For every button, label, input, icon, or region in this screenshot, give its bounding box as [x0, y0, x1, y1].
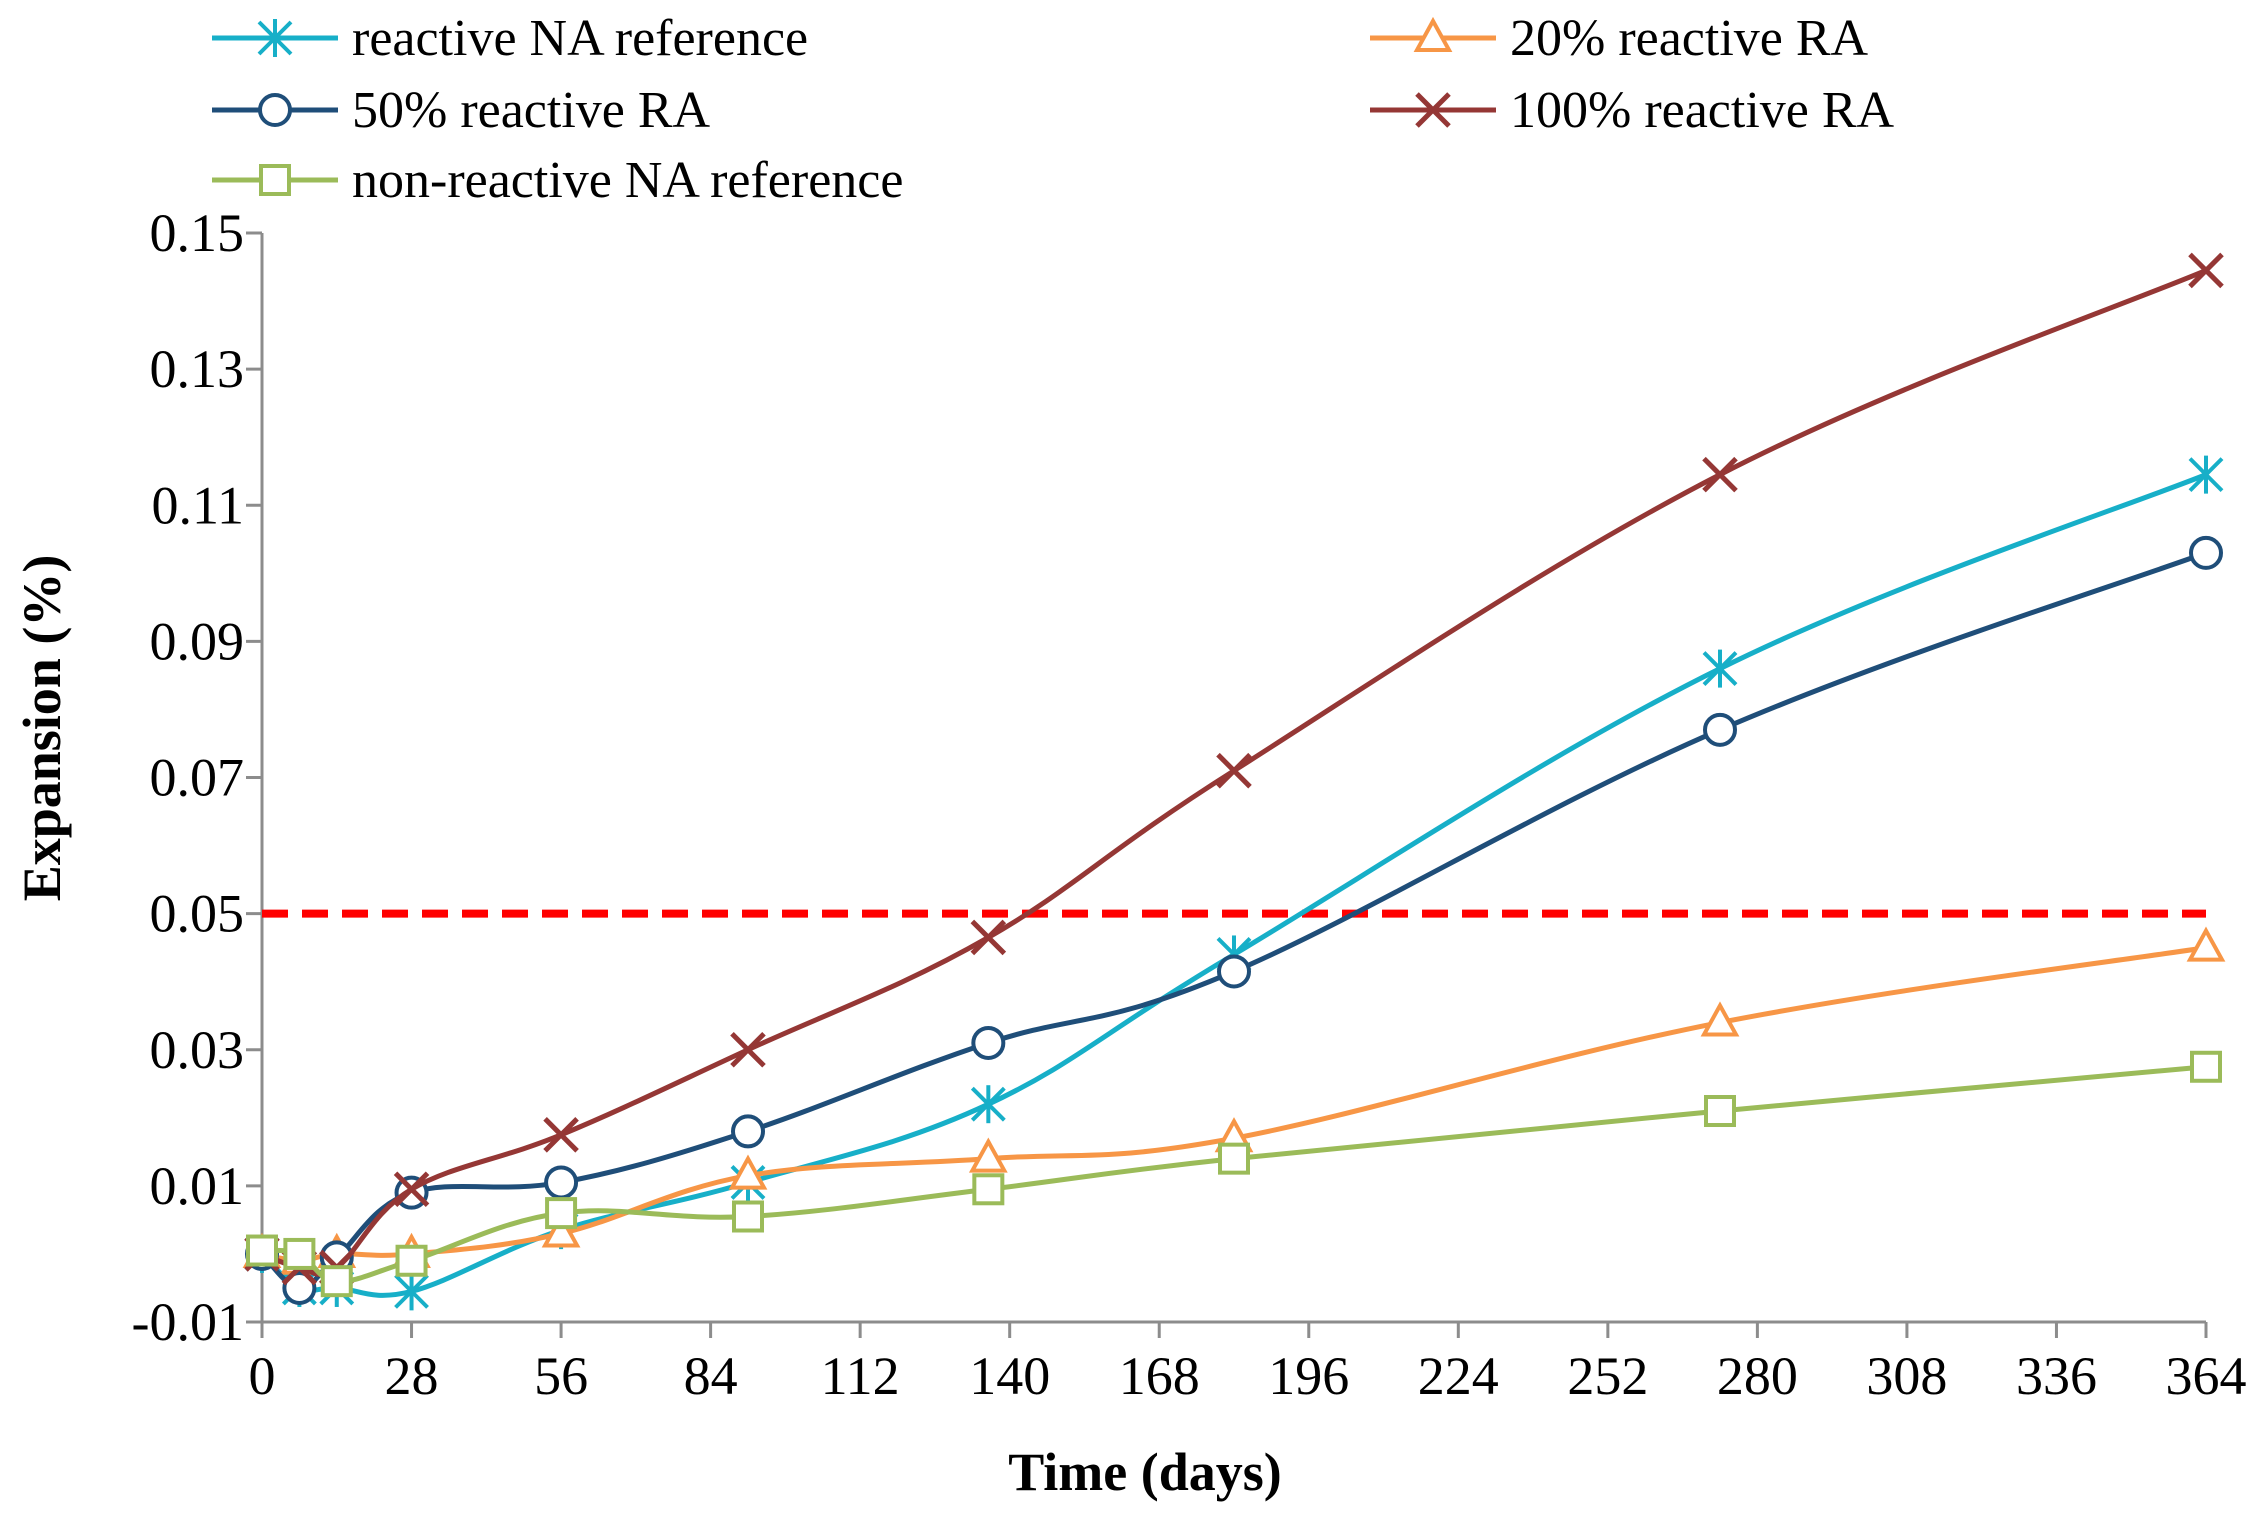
legend-label: non-reactive NA reference — [352, 152, 903, 209]
legend-item: 20% reactive RA — [1370, 10, 1869, 67]
data-point — [2188, 252, 2224, 289]
legend-label: 100% reactive RA — [1510, 82, 1895, 139]
data-point — [1702, 456, 1738, 493]
data-point — [282, 1270, 317, 1305]
data-point — [545, 1197, 578, 1230]
series-5 — [246, 1050, 2222, 1298]
data-point — [971, 1025, 1006, 1060]
data-point — [970, 919, 1007, 956]
legend-item: 50% reactive RA — [212, 82, 711, 139]
data-point — [544, 1165, 579, 1200]
series-1 — [244, 455, 2224, 1311]
data-point — [246, 1234, 278, 1267]
data-point — [2189, 535, 2223, 570]
data-point — [393, 1171, 430, 1208]
x-tick-label: 28 — [385, 1346, 439, 1406]
data-point — [1703, 712, 1737, 747]
x-tick-label: 84 — [684, 1346, 738, 1406]
data-point — [730, 1031, 766, 1068]
series-layer — [242, 252, 2226, 1311]
legend-label: 50% reactive RA — [352, 82, 711, 139]
data-point — [283, 1237, 316, 1270]
x-tick-label: 112 — [821, 1346, 900, 1406]
x-tick-label: 280 — [1717, 1346, 1798, 1406]
legend-marker — [1415, 92, 1451, 128]
x-tick-label: 364 — [2166, 1346, 2247, 1406]
data-point — [395, 1244, 428, 1277]
data-point — [1217, 954, 1251, 989]
x-tick-label: 168 — [1119, 1346, 1200, 1406]
y-tick-label: 0.11 — [152, 475, 245, 535]
y-tick-label: 0.13 — [150, 339, 245, 399]
data-point — [1216, 752, 1252, 789]
axes: -0.01 0.01 0.03 0.05 0.07 0.09 0.11 0.13 0.15 0 28… — [132, 203, 2247, 1406]
data-point — [731, 1114, 765, 1149]
data-point — [972, 1173, 1005, 1206]
x-tick-label: 56 — [534, 1346, 588, 1406]
data-point — [732, 1200, 764, 1233]
data-point — [541, 1212, 581, 1248]
data-point — [1704, 1095, 1736, 1128]
data-point — [2188, 455, 2224, 494]
data-point — [394, 1272, 429, 1311]
y-tick-label: 0.15 — [150, 203, 245, 263]
x-tick-label: 224 — [1418, 1346, 1499, 1406]
data-point — [543, 1117, 579, 1153]
legend-marker — [1413, 16, 1453, 52]
data-point — [968, 1137, 1008, 1173]
x-tick-label: 196 — [1268, 1346, 1349, 1406]
x-tick-label: 0 — [249, 1346, 276, 1406]
data-point — [320, 1265, 353, 1298]
x-tick-label: 140 — [969, 1346, 1050, 1406]
data-point — [1700, 1001, 1740, 1037]
y-tick-label: 0.05 — [150, 884, 245, 944]
legend-marker — [258, 93, 292, 127]
legend-item: reactive NA reference — [212, 10, 808, 67]
data-point — [728, 1154, 768, 1190]
y-tick-label: 0.01 — [150, 1156, 245, 1216]
data-point — [970, 1085, 1006, 1124]
y-tick-label: -0.01 — [132, 1292, 244, 1352]
series-3 — [245, 535, 2223, 1305]
legend-item: 100% reactive RA — [1370, 82, 1895, 139]
y-tick-label: 0.03 — [150, 1020, 245, 1080]
data-point — [2186, 926, 2226, 962]
data-point — [2190, 1050, 2222, 1083]
data-point — [1218, 1142, 1250, 1175]
legend: reactive NA reference 20% reactive RA 50% … — [212, 10, 1895, 209]
y-axis-title: Expansion (%) — [12, 555, 72, 902]
legend-label: 20% reactive RA — [1510, 10, 1869, 67]
legend-item: non-reactive NA reference — [212, 152, 903, 209]
x-tick-label: 252 — [1567, 1346, 1648, 1406]
y-tick-label: 0.07 — [150, 748, 245, 808]
legend-label: reactive NA reference — [352, 10, 808, 67]
x-tick-label: 308 — [1866, 1346, 1947, 1406]
legend-marker — [259, 164, 291, 196]
y-tick-label: 0.09 — [150, 611, 245, 671]
legend-marker — [257, 19, 293, 57]
data-point — [1702, 649, 1738, 688]
x-tick-label: 336 — [2016, 1346, 2097, 1406]
x-axis-title: Time (days) — [1008, 1442, 1282, 1502]
